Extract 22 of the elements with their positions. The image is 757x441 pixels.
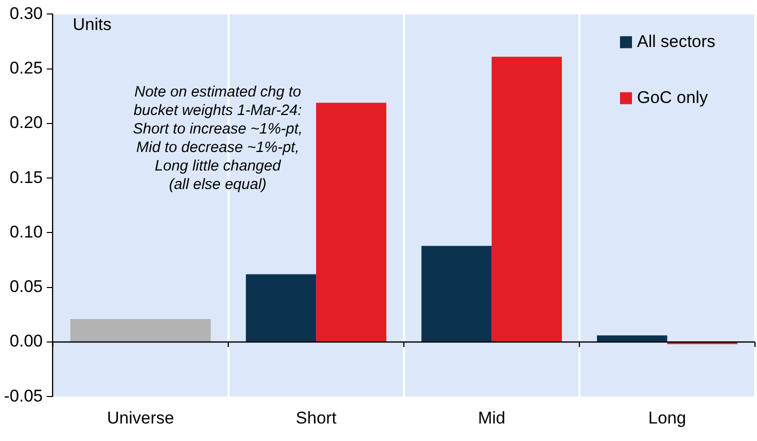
legend-label: All sectors (637, 32, 716, 51)
annotation: Note on estimated chg to bucket weights 1-Mar-24: Short to increase ~1%-pt, Mid to decrease ~1%-pt, Long little changed (all else equal) (132, 83, 303, 193)
legend-label: GoC only (637, 88, 708, 107)
bar (246, 274, 316, 342)
y-tick-label: 0.05 (10, 277, 43, 296)
bar (316, 102, 386, 342)
y-tick-label: 0.10 (10, 222, 43, 242)
y-tick-label: 0.30 (10, 4, 43, 23)
bar (596, 335, 668, 342)
y-tick-label: 0.25 (10, 58, 43, 78)
y-tick-label: -0.05 (4, 386, 43, 406)
bar (421, 246, 492, 342)
x-tick-label: Universe (106, 408, 174, 428)
x-tick-label: Mid (478, 408, 506, 428)
bar (492, 56, 562, 342)
y-tick-label: 0.20 (10, 113, 43, 132)
x-tick-label: Long (648, 408, 686, 428)
y-tick-label: 0.00 (10, 332, 43, 351)
annotation: Units (72, 14, 112, 34)
y-tick-label: 0.15 (10, 168, 43, 187)
bar (70, 319, 211, 342)
x-tick-label: Short (296, 408, 337, 428)
